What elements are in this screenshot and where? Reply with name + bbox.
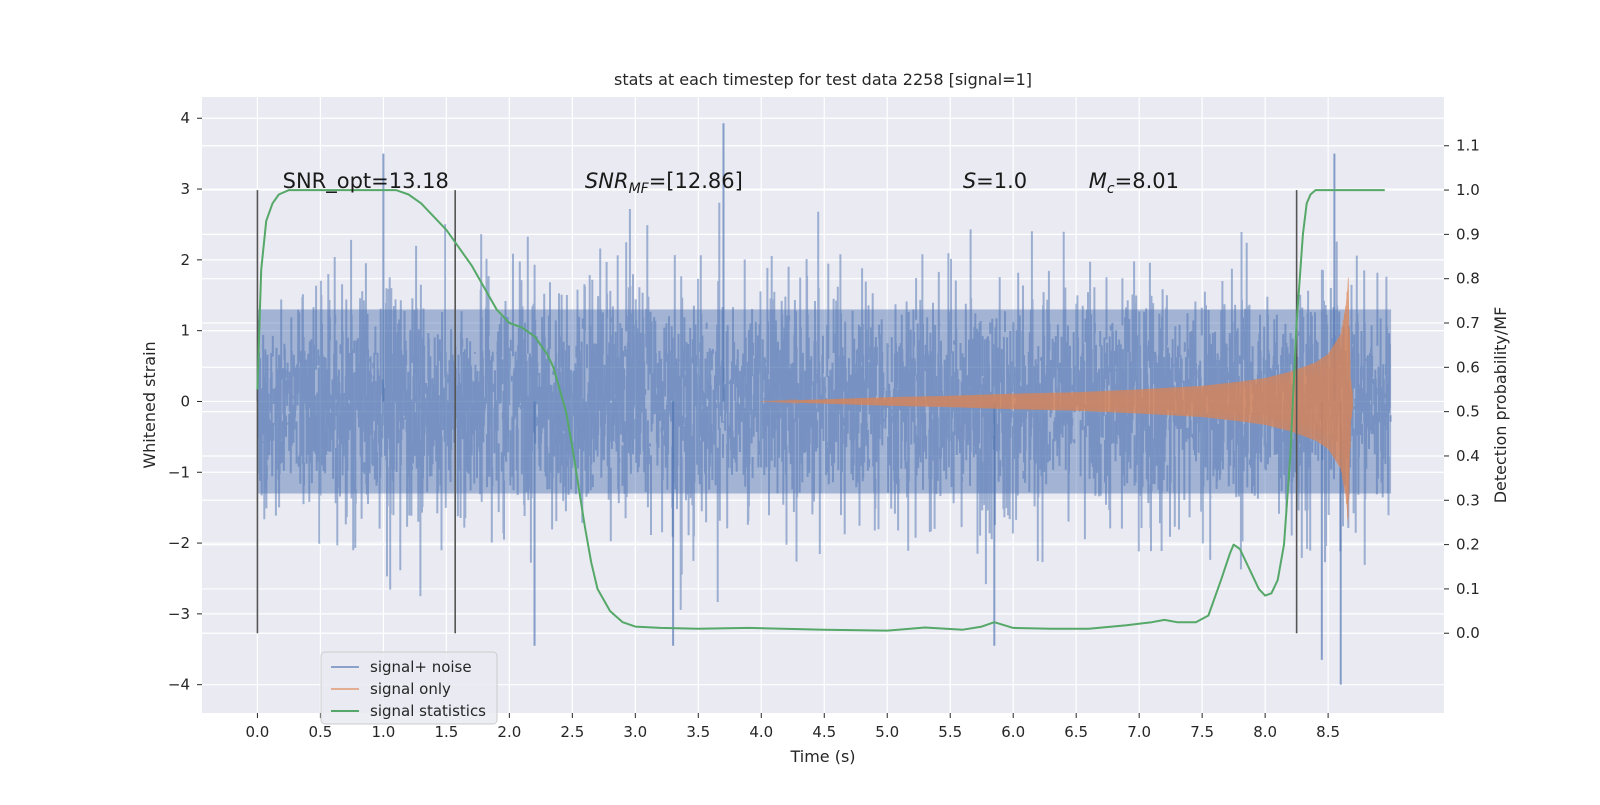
x-tick-label: 8.0	[1253, 723, 1277, 741]
y-tick-label: 1	[180, 322, 190, 340]
annotation-value: =8.01	[1115, 169, 1179, 193]
y2-tick-label: 1.0	[1456, 181, 1480, 199]
signal-trace	[761, 277, 1354, 519]
annotation-value: =[12.86]	[649, 169, 743, 193]
annotation-value: =1.0	[976, 169, 1027, 193]
annotation-3: Mc=8.01	[1089, 169, 1179, 197]
x-tick-label: 5.5	[938, 723, 962, 741]
legend-label: signal+ noise	[370, 658, 472, 676]
annotation-subscript: MF	[629, 181, 650, 197]
y2-tick-label: 0.2	[1456, 536, 1480, 554]
y2-tick-label: 1.1	[1456, 137, 1480, 155]
annotation-main: SNR	[585, 169, 629, 193]
y-tick-label: 0	[180, 392, 190, 410]
x-tick-label: 1.5	[434, 723, 458, 741]
x-tick-label: 3.5	[686, 723, 710, 741]
y2-tick-label: 0.0	[1456, 624, 1480, 642]
legend-label: signal only	[370, 680, 451, 698]
y2-axis-label: Detection probability/MF	[1491, 307, 1510, 504]
annotation-main: M	[1089, 169, 1107, 193]
y-tick-label: −4	[168, 676, 190, 694]
annotation-1: SNRMF=[12.86]	[585, 169, 743, 197]
annotation-0: SNR_opt=13.18	[283, 169, 449, 194]
annotation-main: S	[963, 169, 976, 193]
y-tick-label: 3	[180, 180, 190, 198]
y2-tick-label: 0.9	[1456, 225, 1480, 243]
x-tick-label: 3.0	[623, 723, 647, 741]
y2-tick-label: 0.5	[1456, 403, 1480, 421]
chart-title: stats at each timestep for test data 225…	[614, 70, 1032, 89]
x-tick-label: 2.0	[497, 723, 521, 741]
x-tick-label: 8.5	[1316, 723, 1340, 741]
vertical-markers	[256, 190, 1298, 634]
y2-tick-label: 0.8	[1456, 270, 1480, 288]
x-tick-label: 4.5	[812, 723, 836, 741]
legend-box	[320, 651, 498, 725]
x-tick-label: 6.5	[1064, 723, 1088, 741]
y-tick-label: −2	[168, 534, 190, 552]
x-tick-label: 5.0	[875, 723, 899, 741]
y2-tick-label: 0.3	[1456, 491, 1480, 509]
y-tick-label: 2	[180, 251, 190, 269]
x-tick-label: 7.0	[1127, 723, 1151, 741]
x-tick-label: 4.0	[749, 723, 773, 741]
statistics-series	[256, 189, 1385, 632]
annotation-2: S=1.0	[963, 169, 1027, 193]
legend-label: signal statistics	[370, 702, 486, 720]
x-tick-label: 7.5	[1190, 723, 1214, 741]
y-tick-label: −3	[168, 605, 190, 623]
annotations: SNR_opt=13.18 SNRMF=[12.86] S=1.0 Mc=8.01	[283, 169, 1179, 197]
y-tick-label: 4	[180, 109, 190, 127]
statistics-line	[256, 189, 1385, 632]
y-tick-label: −1	[168, 463, 190, 481]
legend: signal+ noise signal only signal statistic…	[320, 651, 498, 725]
y2-tick-label: 0.6	[1456, 358, 1480, 376]
x-tick-label: 6.0	[1001, 723, 1025, 741]
annotation-main: SNR_opt=13.18	[283, 169, 449, 194]
x-tick-label: 0.5	[308, 723, 332, 741]
y2-tick-label: 0.7	[1456, 314, 1480, 332]
x-tick-label: 0.0	[245, 723, 269, 741]
signal-series	[761, 277, 1354, 526]
annotation-subscript: c	[1107, 181, 1115, 197]
x-tick-label: 2.5	[560, 723, 584, 741]
y-axis-label: Whitened strain	[140, 341, 159, 468]
y2-tick-label: 0.4	[1456, 447, 1480, 465]
x-tick-label: 1.0	[371, 723, 395, 741]
y2-tick-label: 0.1	[1456, 580, 1480, 598]
axes: 0.0 0.5 1.0 1.5 2.0 2.5 3.0 3.5 4.0 4.5 5.0 5.5 6.0 6…	[168, 109, 1480, 741]
x-axis-label: Time (s)	[789, 747, 855, 766]
